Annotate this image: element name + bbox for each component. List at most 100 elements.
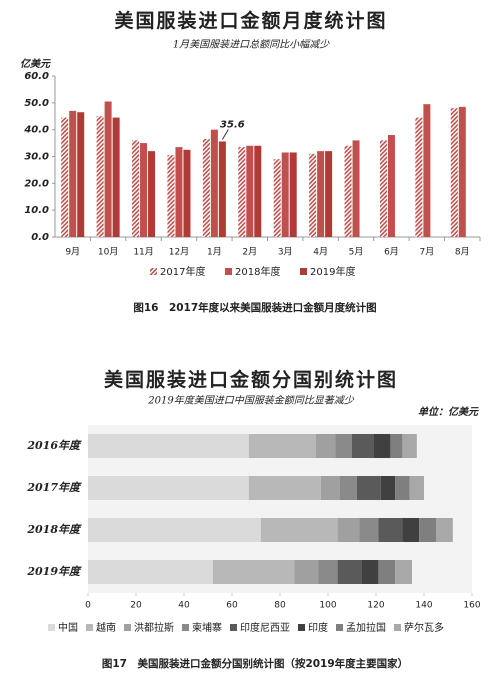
bar-segment — [212, 560, 295, 584]
x-tick-label: 140 — [415, 601, 432, 611]
figure-caption: 图17 美国服装进口金额分国别统计图（按2019年度主要国家） — [102, 657, 408, 670]
bar — [96, 116, 104, 237]
bar — [104, 101, 112, 237]
bar — [140, 143, 148, 237]
bar — [458, 106, 466, 237]
y-tick-label: 50.0 — [24, 98, 49, 109]
bar-segment — [88, 560, 213, 584]
x-tick-label: 10月 — [98, 247, 118, 258]
bar-segment — [335, 434, 352, 458]
y-tick-label: 20.0 — [24, 178, 49, 189]
y-tick-label: 2017年度 — [26, 481, 82, 494]
bar — [210, 129, 218, 237]
x-tick-label: 12月 — [169, 247, 189, 258]
legend-label: 2017年度 — [160, 265, 205, 278]
bar — [352, 140, 360, 237]
bar-segment — [260, 518, 338, 542]
bar-segment — [316, 434, 336, 458]
x-tick-label: 7月 — [420, 247, 435, 258]
x-tick-label: 6月 — [384, 247, 399, 258]
legend-swatch — [48, 624, 55, 631]
x-tick-label: 160 — [463, 601, 480, 611]
legend-swatch — [336, 624, 343, 631]
label-leader — [221, 129, 229, 140]
bar — [69, 110, 77, 237]
legend-swatch — [230, 624, 237, 631]
bar-segment — [337, 518, 360, 542]
bar-segment — [380, 476, 396, 500]
x-tick-label: 8月 — [455, 247, 470, 258]
y-tick-label: 10.0 — [24, 205, 49, 216]
bar-segment — [88, 518, 261, 542]
legend-swatch — [394, 624, 401, 631]
bar-segment — [419, 518, 436, 542]
bar-segment — [248, 476, 321, 500]
bar — [148, 151, 156, 237]
bar — [289, 152, 297, 237]
x-tick-label: 20 — [130, 601, 142, 611]
bar-segment — [402, 518, 420, 542]
figure-caption: 图16 2017年度以来美国服装进口金额月度统计图 — [133, 301, 376, 314]
bar-segment — [88, 476, 249, 500]
chart-subtitle: 2019年度美国进口中国服装金额同比显著减少 — [147, 395, 354, 407]
legend-label: 2019年度 — [310, 265, 355, 278]
bar — [254, 145, 262, 237]
legend-label: 越南 — [96, 621, 116, 634]
y-axis-label: 亿美元 — [20, 58, 51, 70]
bar-segment — [378, 518, 403, 542]
bar — [344, 145, 352, 237]
bar — [379, 140, 387, 237]
bar-segment — [320, 476, 340, 500]
bar — [309, 153, 317, 237]
x-tick-label: 5月 — [349, 247, 364, 258]
bar — [415, 117, 423, 237]
x-tick-label: 3月 — [278, 247, 293, 258]
bar-segment — [395, 476, 410, 500]
bar-segment — [378, 560, 396, 584]
bar-segment — [340, 476, 357, 500]
legend-label: 印度 — [308, 621, 328, 634]
x-tick-label: 40 — [178, 601, 190, 611]
legend-swatch — [86, 624, 93, 631]
x-tick-label: 80 — [274, 601, 286, 611]
bar — [183, 149, 191, 237]
legend-label: 2018年度 — [235, 265, 280, 278]
bar-segment — [294, 560, 319, 584]
y-tick-label: 40.0 — [23, 125, 49, 136]
data-label: 35.6 — [220, 119, 245, 130]
bar — [273, 159, 281, 237]
bar — [61, 117, 69, 237]
legend-label: 印度尼西亚 — [240, 621, 290, 634]
x-tick-label: 0 — [85, 601, 91, 611]
y-tick-label: 2018年度 — [26, 523, 82, 536]
x-tick-label: 100 — [319, 601, 336, 611]
x-tick-label: 2月 — [242, 247, 257, 258]
x-tick-label: 60 — [226, 601, 238, 611]
legend-label: 中国 — [58, 621, 78, 634]
unit-label: 单位：亿美元 — [418, 406, 479, 418]
bar-segment — [352, 434, 374, 458]
bar-segment — [359, 518, 379, 542]
bar-segment — [356, 476, 381, 500]
x-tick-label: 11月 — [133, 247, 153, 258]
bar — [218, 141, 226, 237]
legend-swatch — [182, 624, 189, 631]
x-tick-label: 4月 — [313, 247, 328, 258]
legend-label: 孟加拉国 — [346, 621, 386, 634]
bar — [167, 155, 175, 237]
bar-segment — [402, 434, 417, 458]
y-tick-label: 2019年度 — [26, 565, 82, 578]
bar — [132, 140, 140, 237]
x-tick-label: 9月 — [65, 247, 80, 258]
bar — [246, 145, 254, 237]
legend-swatch — [300, 268, 307, 275]
chart-title: 美国服装进口金额分国别统计图 — [104, 368, 398, 391]
legend-label: 洪都拉斯 — [134, 621, 174, 634]
bar — [281, 152, 289, 237]
y-tick-label: 30.0 — [24, 152, 49, 163]
x-tick-label: 1月 — [207, 247, 222, 258]
legend-swatch — [298, 624, 305, 631]
bar-segment — [318, 560, 338, 584]
bar-segment — [395, 560, 412, 584]
